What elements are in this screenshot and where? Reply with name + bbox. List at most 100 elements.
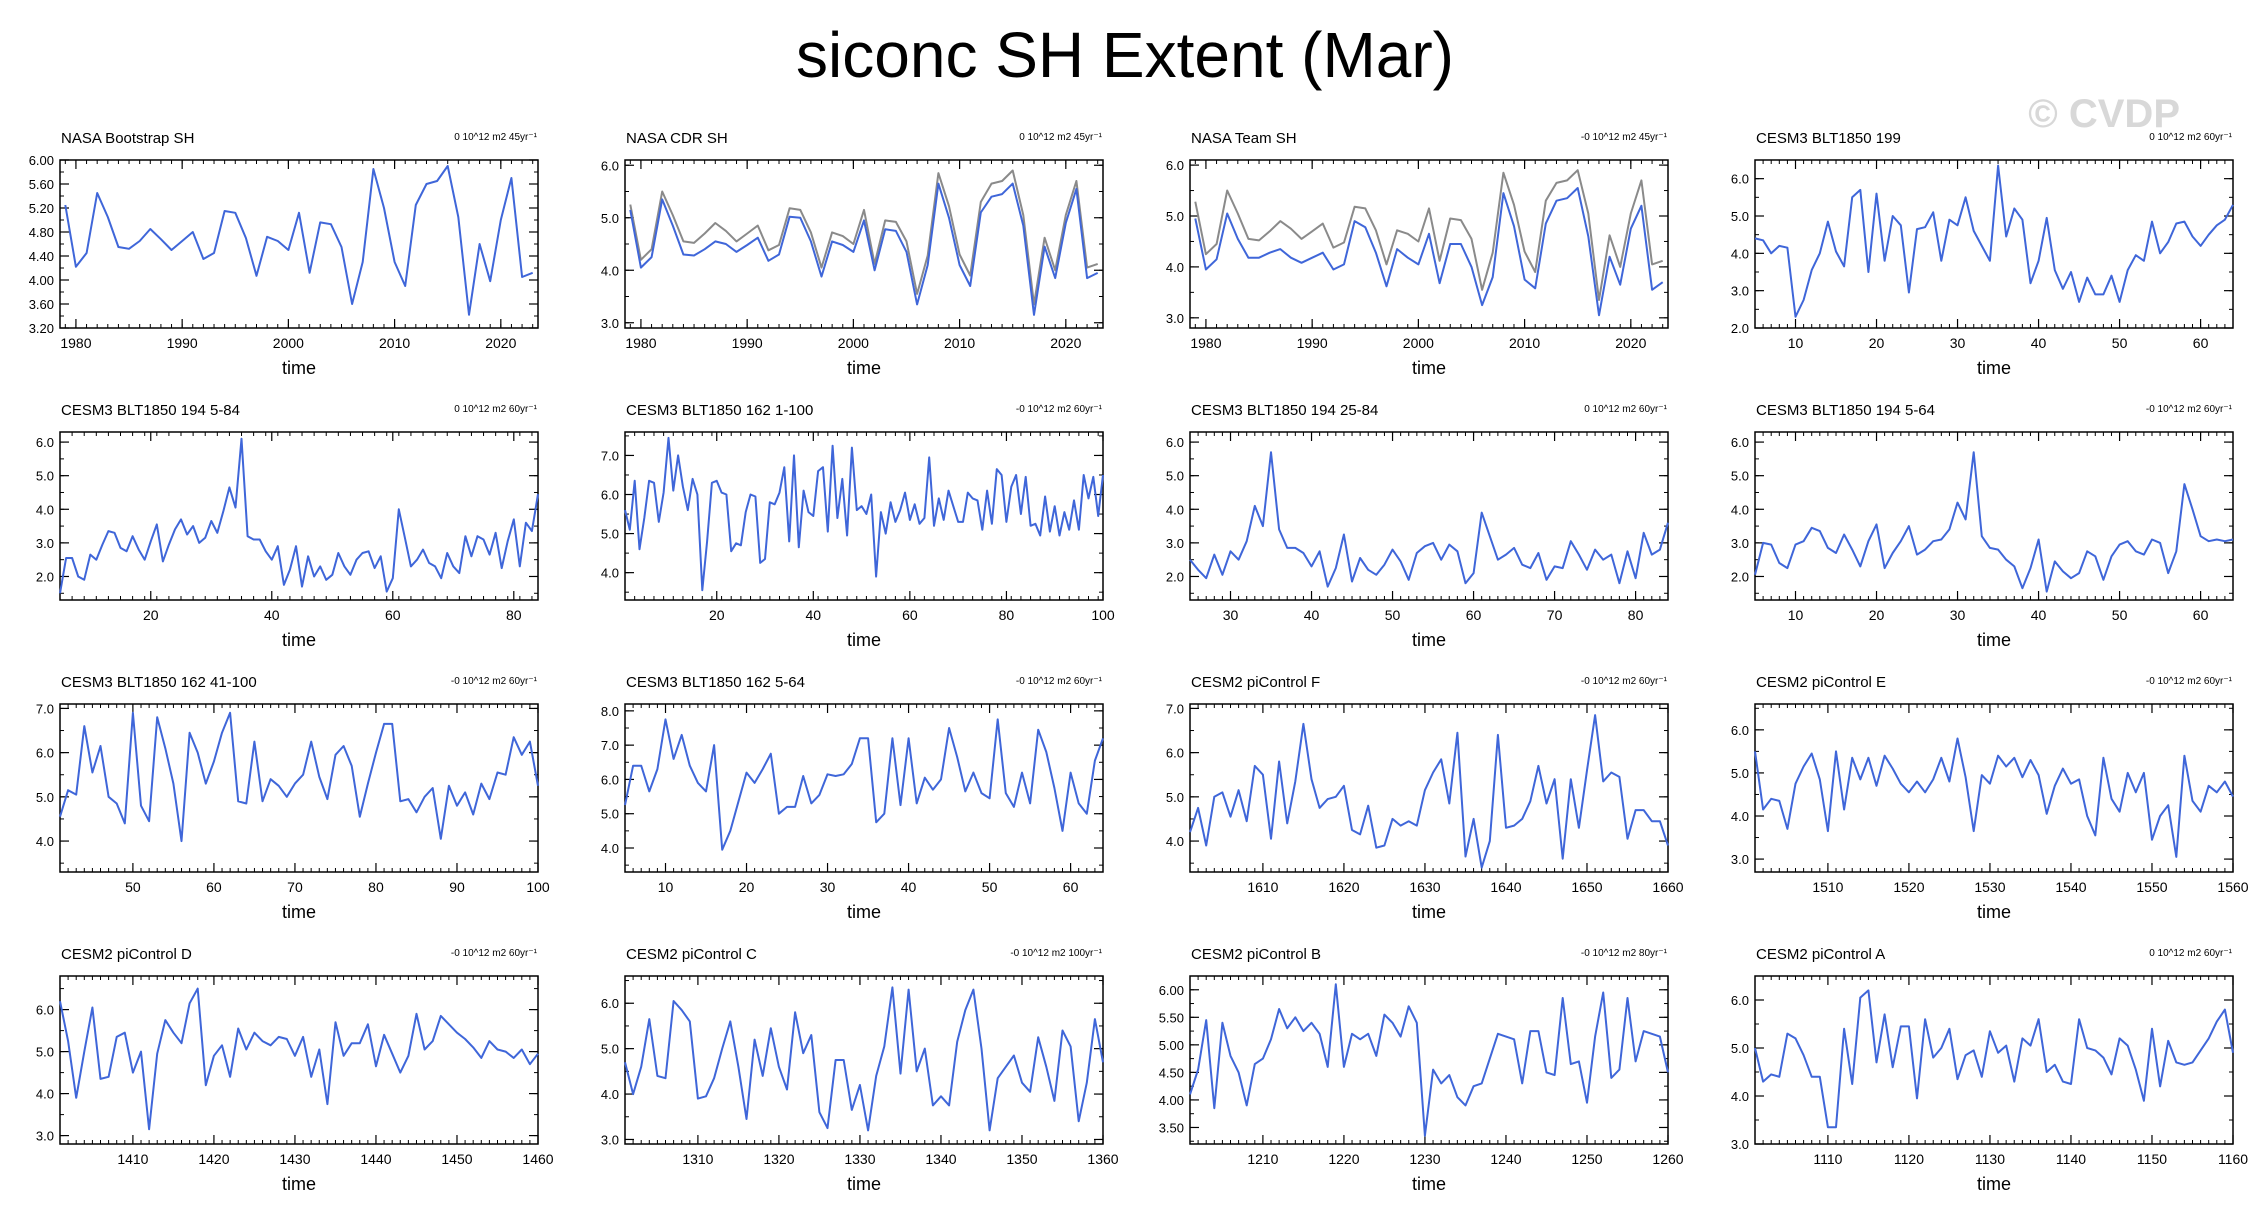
y-tick-label: 4.00 xyxy=(1159,1093,1184,1108)
y-tick-label: 4.0 xyxy=(1731,809,1749,824)
x-tick-label: 60 xyxy=(2193,607,2209,623)
x-tick-label: 1330 xyxy=(844,1151,875,1167)
series-line xyxy=(59,437,539,594)
x-tick-label: 60 xyxy=(1063,879,1079,895)
x-tick-label: 1220 xyxy=(1328,1151,1359,1167)
y-tick-label: 4.0 xyxy=(601,566,619,581)
y-tick-label: 3.0 xyxy=(36,536,54,551)
y-tick-label: 6.0 xyxy=(601,996,619,1011)
series-line xyxy=(1754,989,2234,1129)
chart-title: CESM3 BLT1850 199 xyxy=(1756,130,1901,147)
y-tick-label: 3.60 xyxy=(29,297,54,312)
x-tick-label: 60 xyxy=(206,879,222,895)
plot-frame xyxy=(1754,975,2234,1145)
x-tick-label: 20 xyxy=(739,879,755,895)
chart-panel: CESM3 BLT1850 199 0 10^12 m2 60yr⁻¹ 10 20 30… xyxy=(1731,130,2234,378)
plot-frame xyxy=(1189,431,1669,601)
chart-panel: CESM3 BLT1850 194 25-84 0 10^12 m2 60yr⁻¹… xyxy=(1166,402,1669,650)
x-tick-label: 1110 xyxy=(1813,1151,1842,1167)
plot-frame xyxy=(1189,975,1669,1145)
x-axis-label: time xyxy=(847,630,881,650)
y-tick-label: 5.0 xyxy=(601,527,619,542)
x-axis-label: time xyxy=(1412,1174,1446,1194)
x-tick-label: 1650 xyxy=(1571,879,1602,895)
y-tick-label: 5.0 xyxy=(1731,469,1749,484)
y-tick-label: 5.00 xyxy=(1159,1038,1184,1053)
x-tick-label: 2000 xyxy=(838,335,869,351)
y-tick-label: 6.0 xyxy=(1166,158,1184,173)
x-tick-label: 1230 xyxy=(1409,1151,1440,1167)
x-tick-label: 2020 xyxy=(1615,335,1646,351)
trend-label: -0 10^12 m2 60yr⁻¹ xyxy=(1016,676,1103,687)
x-tick-label: 1210 xyxy=(1247,1151,1278,1167)
trend-label: 0 10^12 m2 60yr⁻¹ xyxy=(1584,404,1667,415)
y-tick-label: 4.0 xyxy=(1166,834,1184,849)
y-tick-label: 4.0 xyxy=(601,263,619,278)
chart-title: CESM2 piControl C xyxy=(626,946,757,963)
series-line xyxy=(1189,983,1669,1137)
y-tick-label: 5.50 xyxy=(1159,1010,1184,1025)
x-tick-label: 1610 xyxy=(1247,879,1278,895)
x-axis-label: time xyxy=(282,1174,316,1194)
y-tick-label: 3.20 xyxy=(29,321,54,336)
plot-frame xyxy=(624,159,1104,329)
x-tick-label: 10 xyxy=(1788,335,1804,351)
chart-title: CESM3 BLT1850 194 5-64 xyxy=(1756,402,1935,419)
chart-title: CESM2 piControl B xyxy=(1191,946,1321,963)
chart-panel: CESM3 BLT1850 194 5-84 0 10^12 m2 60yr⁻¹ 2… xyxy=(36,402,539,650)
x-tick-label: 80 xyxy=(368,879,384,895)
series-line xyxy=(1754,451,2234,593)
x-tick-label: 1410 xyxy=(117,1151,148,1167)
y-tick-label: 5.0 xyxy=(36,1045,54,1060)
y-tick-label: 3.0 xyxy=(601,316,619,331)
chart-title: NASA Bootstrap SH xyxy=(61,130,194,147)
y-tick-label: 6.0 xyxy=(1731,435,1749,450)
plot-frame xyxy=(1754,431,2234,601)
series-line xyxy=(64,165,534,316)
x-tick-label: 50 xyxy=(1385,607,1401,623)
x-tick-label: 50 xyxy=(2112,607,2128,623)
y-tick-label: 4.0 xyxy=(1166,260,1184,275)
x-tick-label: 40 xyxy=(1304,607,1320,623)
y-tick-label: 3.0 xyxy=(1166,311,1184,326)
x-tick-label: 2000 xyxy=(273,335,304,351)
x-axis-label: time xyxy=(1412,630,1446,650)
y-tick-label: 2.0 xyxy=(36,569,54,584)
plot-frame xyxy=(624,703,1104,873)
y-tick-label: 5.0 xyxy=(36,790,54,805)
y-tick-label: 3.0 xyxy=(1731,1137,1749,1152)
x-tick-label: 1460 xyxy=(522,1151,553,1167)
y-tick-label: 4.0 xyxy=(36,502,54,517)
x-tick-label: 1130 xyxy=(1975,1151,2005,1167)
y-tick-label: 5.0 xyxy=(1731,1041,1749,1056)
x-axis-label: time xyxy=(1412,902,1446,922)
trend-label: -0 10^12 m2 45yr⁻¹ xyxy=(1581,132,1668,143)
series-line xyxy=(1194,187,1664,317)
series-line xyxy=(1189,451,1669,588)
y-tick-label: 7.0 xyxy=(36,701,54,716)
x-tick-label: 30 xyxy=(1950,607,1966,623)
y-tick-label: 4.00 xyxy=(29,273,54,288)
y-tick-label: 7.0 xyxy=(601,738,619,753)
y-tick-label: 5.20 xyxy=(29,201,54,216)
trend-label: 0 10^12 m2 60yr⁻¹ xyxy=(454,404,537,415)
x-tick-label: 20 xyxy=(1869,607,1885,623)
series-line xyxy=(59,711,539,843)
y-tick-label: 3.0 xyxy=(36,1129,54,1144)
series-line xyxy=(624,718,1104,851)
chart-panel: CESM3 BLT1850 162 41-100 -0 10^12 m2 60yr… xyxy=(36,674,550,922)
y-tick-label: 3.0 xyxy=(1731,284,1749,299)
y-tick-label: 3.0 xyxy=(1731,852,1749,867)
x-tick-label: 80 xyxy=(506,607,522,623)
chart-title: CESM3 BLT1850 162 41-100 xyxy=(61,674,257,691)
x-tick-label: 1430 xyxy=(279,1151,310,1167)
x-tick-label: 100 xyxy=(1091,607,1115,623)
plot-frame xyxy=(59,703,539,873)
y-tick-label: 6.00 xyxy=(29,153,54,168)
x-tick-label: 1150 xyxy=(2137,1151,2167,1167)
x-tick-label: 1260 xyxy=(1652,1151,1683,1167)
trend-label: -0 10^12 m2 60yr⁻¹ xyxy=(451,948,538,959)
y-tick-label: 5.0 xyxy=(36,469,54,484)
plot-frame xyxy=(59,159,539,329)
x-tick-label: 2010 xyxy=(1509,335,1540,351)
